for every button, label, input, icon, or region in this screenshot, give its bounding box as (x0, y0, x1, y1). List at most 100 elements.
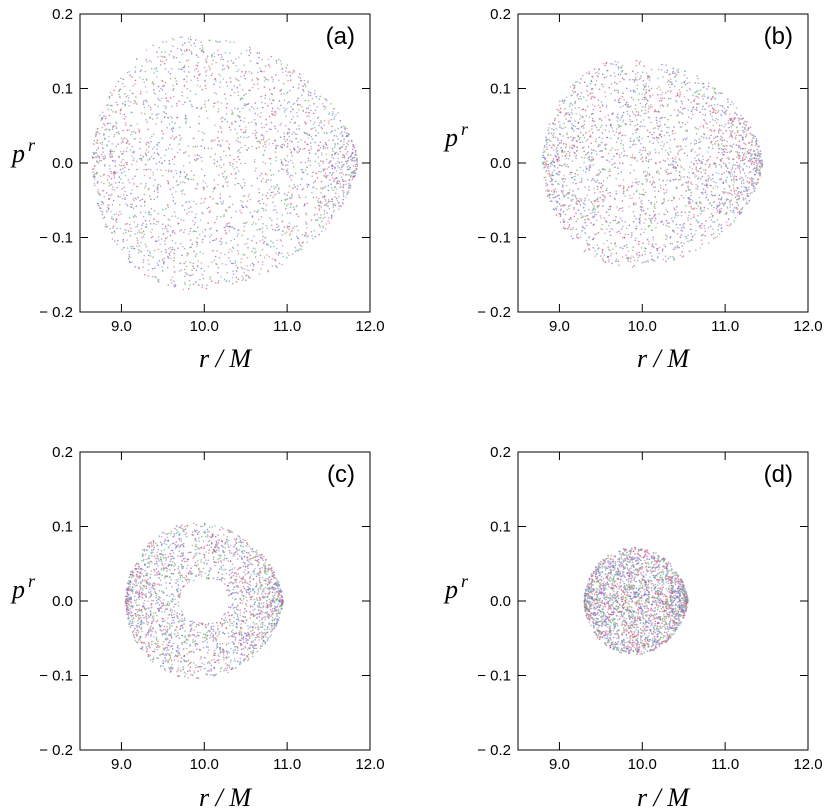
scatter-point (575, 157, 577, 160)
scatter-point (668, 147, 671, 149)
scatter-point (704, 108, 706, 111)
scatter-point (634, 104, 637, 106)
scatter-point (259, 142, 262, 144)
scatter-point (592, 104, 594, 106)
scatter-point (332, 139, 334, 141)
scatter-point (609, 222, 612, 224)
scatter-point (130, 124, 133, 127)
scatter-point (232, 247, 235, 250)
scatter-point (246, 221, 248, 223)
scatter-point (297, 104, 299, 106)
scatter-point (736, 208, 739, 210)
scatter-point (727, 101, 729, 103)
scatter-point (712, 111, 715, 113)
scatter-point (137, 249, 140, 251)
scatter-point (675, 80, 677, 82)
scatter-point (748, 182, 750, 184)
scatter-point (551, 171, 554, 174)
scatter-point (348, 186, 351, 189)
scatter-point (336, 180, 338, 183)
scatter-point (126, 204, 129, 207)
scatter-point (231, 203, 234, 206)
scatter-point (729, 130, 731, 132)
scatter-point (131, 163, 133, 166)
scatter-point (557, 114, 559, 117)
scatter-point (745, 156, 747, 158)
scatter-point (173, 163, 175, 166)
scatter-point (200, 202, 202, 205)
scatter-point (272, 228, 274, 231)
scatter-point (683, 74, 686, 76)
scatter-point (721, 191, 724, 193)
scatter-point (94, 135, 97, 138)
scatter-point (676, 114, 678, 117)
scatter-point (657, 141, 660, 144)
scatter-point (575, 113, 578, 115)
scatter-point (103, 123, 106, 126)
scatter-point (274, 259, 277, 262)
scatter-point (118, 155, 120, 158)
scatter-point (339, 183, 342, 185)
scatter-point (594, 84, 597, 86)
scatter-point (548, 175, 551, 177)
scatter-point (313, 121, 316, 123)
scatter-point (639, 201, 642, 203)
scatter-point (96, 154, 99, 156)
scatter-point (275, 62, 278, 64)
scatter-point (342, 125, 344, 128)
scatter-point (667, 173, 669, 176)
scatter-point (128, 181, 131, 184)
scatter-point (283, 144, 286, 146)
scatter-point (632, 111, 634, 113)
scatter-point (688, 211, 690, 213)
scatter-point (349, 166, 352, 169)
scatter-point (299, 103, 301, 106)
scatter-point (616, 120, 619, 122)
scatter-point (718, 163, 721, 166)
scatter-point (732, 184, 735, 186)
scatter-point (348, 184, 350, 186)
scatter-point (97, 155, 99, 158)
scatter-point (345, 196, 347, 198)
scatter-point (725, 170, 728, 173)
scatter-point (566, 153, 568, 155)
scatter-point (738, 210, 741, 213)
scatter-point (324, 98, 327, 100)
scatter-point (597, 172, 600, 175)
scatter-point (670, 217, 673, 220)
scatter-point (261, 126, 263, 129)
scatter-point (758, 165, 761, 168)
scatter-point (624, 233, 627, 236)
scatter-point (597, 248, 599, 250)
scatter-point (227, 181, 229, 183)
scatter-point (723, 188, 726, 190)
scatter-point (163, 111, 166, 114)
scatter-point (549, 180, 552, 183)
scatter-point (172, 285, 175, 287)
scatter-point (543, 167, 545, 169)
scatter-point (675, 161, 678, 164)
scatter-point (591, 131, 594, 134)
scatter-point (609, 195, 611, 197)
scatter-point (576, 236, 578, 238)
scatter-point (133, 157, 135, 160)
scatter-point (98, 157, 100, 160)
scatter-point (202, 238, 204, 241)
scatter-point (127, 179, 130, 181)
scatter-point (244, 128, 247, 131)
scatter-point (264, 236, 267, 239)
scatter-point (113, 230, 116, 232)
scatter-point (644, 253, 646, 256)
scatter-point (310, 148, 313, 150)
scatter-point (727, 105, 729, 108)
scatter-point (632, 78, 634, 81)
scatter-point (649, 252, 652, 254)
scatter-point (352, 145, 355, 148)
scatter-point (738, 195, 741, 197)
scatter-point (588, 72, 590, 75)
scatter-point (598, 169, 600, 171)
scatter-point (252, 221, 255, 224)
scatter-point (577, 93, 579, 96)
scatter-point (291, 72, 294, 75)
scatter-point (622, 187, 625, 190)
